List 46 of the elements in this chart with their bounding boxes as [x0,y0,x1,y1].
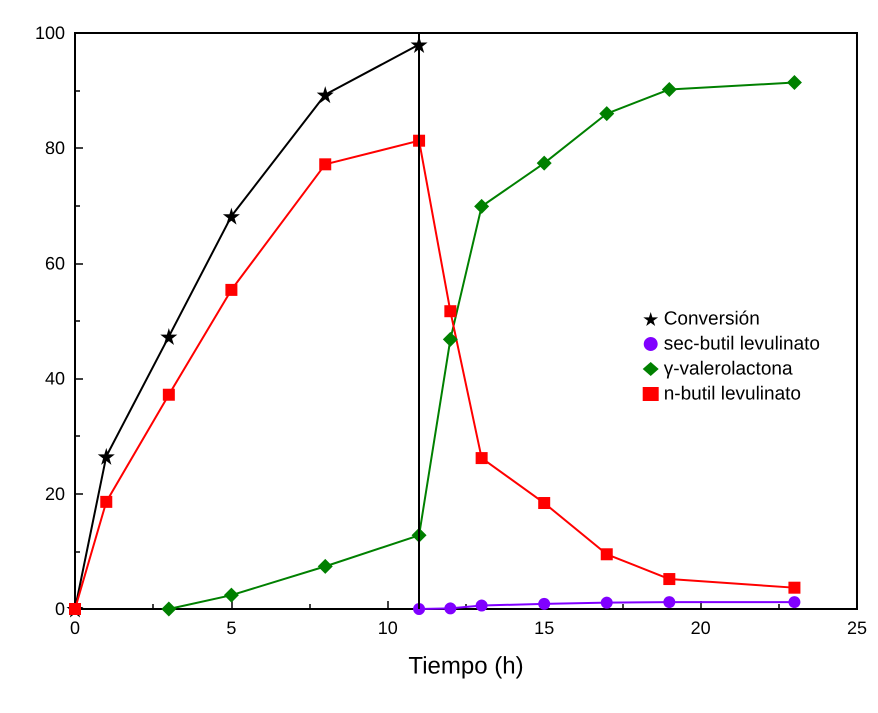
legend-label: n-butil levulinato [664,384,802,404]
point [538,598,550,610]
point [100,496,112,508]
x-tick-label: 0 [70,618,80,638]
point [476,452,488,464]
point [162,388,175,401]
point [444,602,456,614]
y-tick-label: 20 [44,484,65,504]
point [786,75,802,90]
y-tick-label: 0 [54,599,65,619]
legend-label: sec-butil levulinato [664,334,820,354]
point [476,600,488,612]
point [442,332,458,347]
point [600,596,613,609]
legend-label: Conversión [664,308,760,330]
point [536,156,552,171]
point [225,284,238,296]
point [599,106,614,122]
x-axis-title: Tiempo (h) [408,652,524,680]
point [538,497,550,510]
point [318,558,333,574]
point [224,588,239,603]
x-tick-label: 5 [226,618,236,638]
point [474,198,490,214]
y-tick-label: 40 [44,368,65,389]
x-tick-label: 20 [690,618,711,638]
x-tick-label: 25 [846,618,868,638]
point [316,86,334,104]
point [160,328,178,346]
y-tick-label: 60 [44,253,65,274]
point [98,448,115,465]
legend-label: γ-valerolactona [664,358,793,380]
point [161,602,176,616]
point [788,596,800,608]
y-tick-label: 100 [34,23,65,43]
point [319,158,332,170]
point [222,208,240,225]
point [788,582,800,594]
x-tick-label: 10 [378,618,398,638]
point [600,548,613,560]
point [444,305,456,318]
point [662,82,677,97]
y-tick-label: 80 [44,138,65,158]
point [663,596,676,608]
point [663,573,676,586]
x-tick-label: 15 [534,618,554,638]
